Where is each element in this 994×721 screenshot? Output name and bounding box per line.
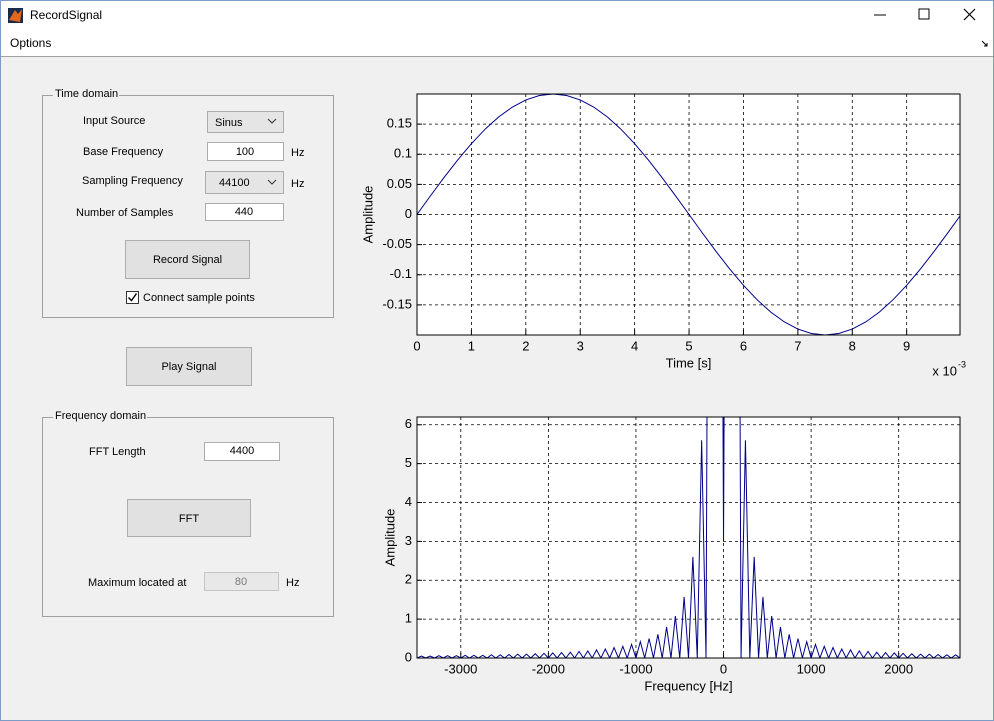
- checkbox-label: Connect sample points: [143, 292, 255, 304]
- y-axis-label: Amplitude: [360, 186, 375, 244]
- title-bar: [0, 0, 994, 30]
- x-tick-label: 7: [794, 338, 801, 353]
- text-field[interactable]: [204, 442, 280, 461]
- y-tick-label: 1: [405, 611, 412, 626]
- label: Number of Samples: [76, 207, 174, 219]
- panel-border: [42, 95, 334, 318]
- field-value: 100: [236, 146, 254, 158]
- chart: -3000 -2000 -1000 0 1000 2000 0 1 2 3 4 5 6 Frequency…: [382, 416, 961, 693]
- unit: Hz: [291, 178, 304, 190]
- x-tick-label: 1000: [797, 661, 826, 676]
- checkmark: [128, 293, 138, 302]
- window-title: RecordSignal: [30, 8, 102, 22]
- y-tick-label: 6: [405, 416, 412, 431]
- label: Base Frequency: [83, 146, 164, 158]
- y-tick-label: 0.05: [387, 176, 412, 191]
- menu-bar: [0, 30, 994, 56]
- data-line: [417, 94, 960, 335]
- label: Maximum located at: [88, 577, 186, 589]
- menu-item[interactable]: Options: [10, 36, 51, 50]
- app-icon: [8, 8, 23, 23]
- y-tick-label: 3: [405, 533, 412, 548]
- x-tick-label: 6: [740, 338, 747, 353]
- x-tick-label: 0: [413, 338, 420, 353]
- x-tick-label: 9: [903, 338, 910, 353]
- unit: Hz: [291, 147, 304, 159]
- data-line: [417, 417, 960, 658]
- field-value: 80: [235, 576, 247, 588]
- button-label: Record Signal: [153, 254, 222, 266]
- dropdown-value: Sinus: [215, 117, 243, 129]
- x-tick-label: 0: [720, 661, 727, 676]
- label: Input Source: [83, 115, 145, 127]
- x-tick-label: 2: [522, 338, 529, 353]
- axes-box: [416, 93, 961, 336]
- x-tick-label: 3: [577, 338, 584, 353]
- x-tick-label: -1000: [619, 661, 652, 676]
- field-value: 4400: [230, 445, 254, 457]
- x-tick-label: -3000: [444, 661, 477, 676]
- chart: 0 1 2 3 4 5 6 7 8 9 -0.15 -0.1 -0.05 0 0.05 0.1 0.15 Time…: [360, 93, 966, 378]
- button-label: FFT: [179, 513, 199, 525]
- y-tick-label: 0.15: [387, 116, 412, 131]
- dropdown-value: 44100: [219, 177, 250, 189]
- x-axis-label: Time [s]: [666, 355, 712, 370]
- panel-title: Time domain: [55, 88, 118, 100]
- y-tick-label: 0.1: [394, 146, 412, 161]
- toolbar-toggle[interactable]: [981, 40, 988, 47]
- maximize-button[interactable]: [918, 8, 930, 20]
- button[interactable]: [127, 499, 251, 537]
- label: FFT Length: [89, 446, 146, 458]
- x-tick-label: -2000: [532, 661, 565, 676]
- panel-title-bg: [53, 410, 147, 423]
- x-exponent: -3: [958, 359, 966, 369]
- x-tick-label: 5: [685, 338, 692, 353]
- close-button[interactable]: [963, 8, 976, 21]
- y-tick-label: -0.1: [390, 266, 412, 281]
- unit: Hz: [286, 577, 299, 589]
- label: Sampling Frequency: [82, 175, 183, 187]
- button[interactable]: [125, 240, 250, 279]
- checkbox[interactable]: [126, 291, 139, 304]
- y-tick-label: 0: [405, 649, 412, 664]
- panel-title: Frequency domain: [55, 410, 146, 422]
- x-tick-label: 2000: [884, 661, 913, 676]
- panel-title-bg: [53, 88, 119, 101]
- x-exponent-label: x 10: [932, 363, 957, 378]
- axes-box: [416, 416, 961, 659]
- button-label: Play Signal: [161, 361, 216, 373]
- dropdown[interactable]: [207, 111, 284, 133]
- x-tick-label: 4: [631, 338, 638, 353]
- x-axis-label: Frequency [Hz]: [644, 678, 732, 693]
- y-tick-label: 2: [405, 572, 412, 587]
- x-tick-label: 8: [849, 338, 856, 353]
- text-field[interactable]: [207, 142, 284, 161]
- text-field[interactable]: [205, 203, 284, 221]
- y-tick-label: -0.15: [382, 296, 412, 311]
- panel-border: [42, 417, 334, 617]
- y-tick-label: 4: [405, 494, 412, 509]
- x-tick-label: 1: [468, 338, 475, 353]
- y-tick-label: -0.05: [382, 236, 412, 251]
- plot-area: [417, 417, 960, 658]
- y-tick-label: 0: [405, 206, 412, 221]
- y-tick-label: 5: [405, 455, 412, 470]
- dropdown[interactable]: [205, 171, 284, 194]
- button[interactable]: [126, 347, 252, 386]
- text-field-disabled: [204, 572, 279, 591]
- y-axis-label: Amplitude: [382, 509, 397, 567]
- field-value: 440: [235, 206, 253, 218]
